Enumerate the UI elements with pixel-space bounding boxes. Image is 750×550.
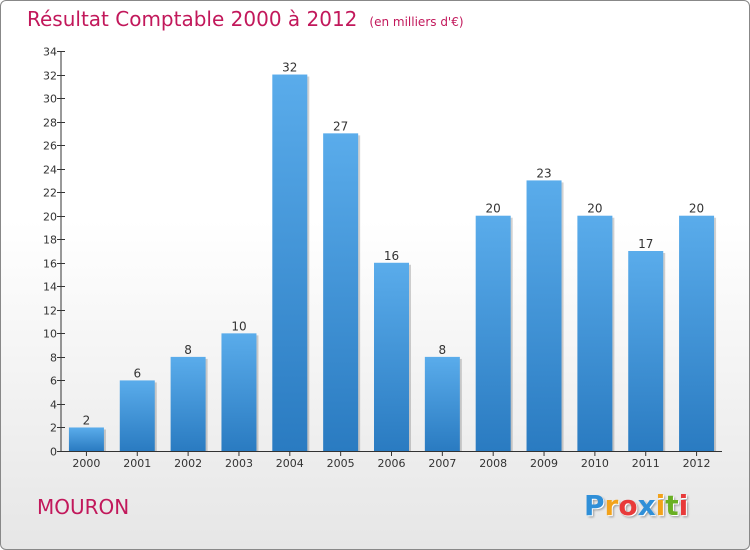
bar	[679, 215, 715, 451]
y-tick-label: 30	[43, 93, 57, 106]
y-tick-label: 2	[50, 422, 57, 435]
value-label: 17	[638, 237, 653, 251]
logo-letter: r	[604, 489, 619, 522]
value-label: 10	[231, 319, 246, 333]
bar	[272, 74, 308, 451]
unit-note: (en milliers d'€)	[369, 15, 464, 29]
value-label: 32	[282, 61, 297, 75]
bar	[170, 356, 206, 451]
value-label: 16	[384, 249, 399, 263]
y-tick-label: 20	[43, 211, 57, 224]
y-tick-label: 0	[50, 446, 57, 459]
x-tick-label: 2000	[72, 457, 100, 470]
x-tick-label: 2006	[378, 457, 406, 470]
x-tick-label: 2008	[479, 457, 507, 470]
value-label: 8	[184, 343, 192, 357]
logo-letter: i	[655, 489, 666, 522]
y-tick-label: 28	[43, 117, 57, 130]
y-tick-label: 4	[50, 399, 57, 412]
x-tick-label: 2011	[632, 457, 660, 470]
x-tick-label: 2005	[327, 457, 355, 470]
logo-letter: o	[618, 489, 638, 522]
y-tick-label: 22	[43, 187, 57, 200]
value-label: 23	[536, 166, 551, 180]
bar	[68, 427, 104, 451]
bar	[374, 262, 409, 451]
logo-letter: P	[584, 489, 605, 522]
y-tick-label: 6	[50, 375, 57, 388]
bar	[526, 180, 562, 452]
y-tick-label: 14	[43, 281, 57, 294]
x-tick-label: 2009	[530, 457, 558, 470]
bar	[119, 380, 155, 451]
x-tick-label: 2007	[428, 457, 456, 470]
y-tick-label: 18	[43, 234, 57, 247]
bar	[221, 333, 257, 451]
title-line: Résultat Comptable 2000 à 2012 (en millie…	[27, 7, 464, 31]
bar	[323, 133, 359, 451]
bar	[577, 215, 613, 451]
logo-letter: i	[678, 489, 689, 522]
value-label: 2	[83, 413, 91, 427]
y-tick-label: 10	[43, 328, 57, 341]
bar	[424, 356, 460, 451]
y-tick-label: 8	[50, 352, 57, 365]
x-tick-label: 2002	[174, 457, 202, 470]
value-label: 6	[133, 366, 141, 380]
y-tick-label: 26	[43, 140, 57, 153]
value-label: 20	[587, 202, 602, 216]
commune-name: MOURON	[37, 495, 130, 519]
y-tick-label: 32	[43, 70, 57, 83]
value-label: 20	[689, 202, 704, 216]
value-label: 27	[333, 119, 348, 133]
x-tick-label: 2001	[123, 457, 151, 470]
y-tick-label: 12	[43, 305, 57, 318]
y-tick-label: 16	[43, 258, 57, 271]
proxiti-logo: Proxiti	[584, 489, 688, 522]
value-label: 8	[439, 343, 447, 357]
chart-title: Résultat Comptable 2000 à 2012	[27, 7, 358, 31]
x-tick-label: 2004	[276, 457, 304, 470]
x-tick-label: 2010	[581, 457, 609, 470]
logo-letter: t	[665, 489, 679, 522]
y-tick-label: 34	[43, 46, 57, 59]
bar	[628, 251, 664, 451]
x-tick-label: 2003	[225, 457, 253, 470]
value-label: 20	[486, 202, 501, 216]
y-tick-label: 24	[43, 164, 57, 177]
x-tick-label: 2012	[683, 457, 711, 470]
bar	[475, 215, 511, 451]
logo-letter: x	[637, 489, 656, 522]
